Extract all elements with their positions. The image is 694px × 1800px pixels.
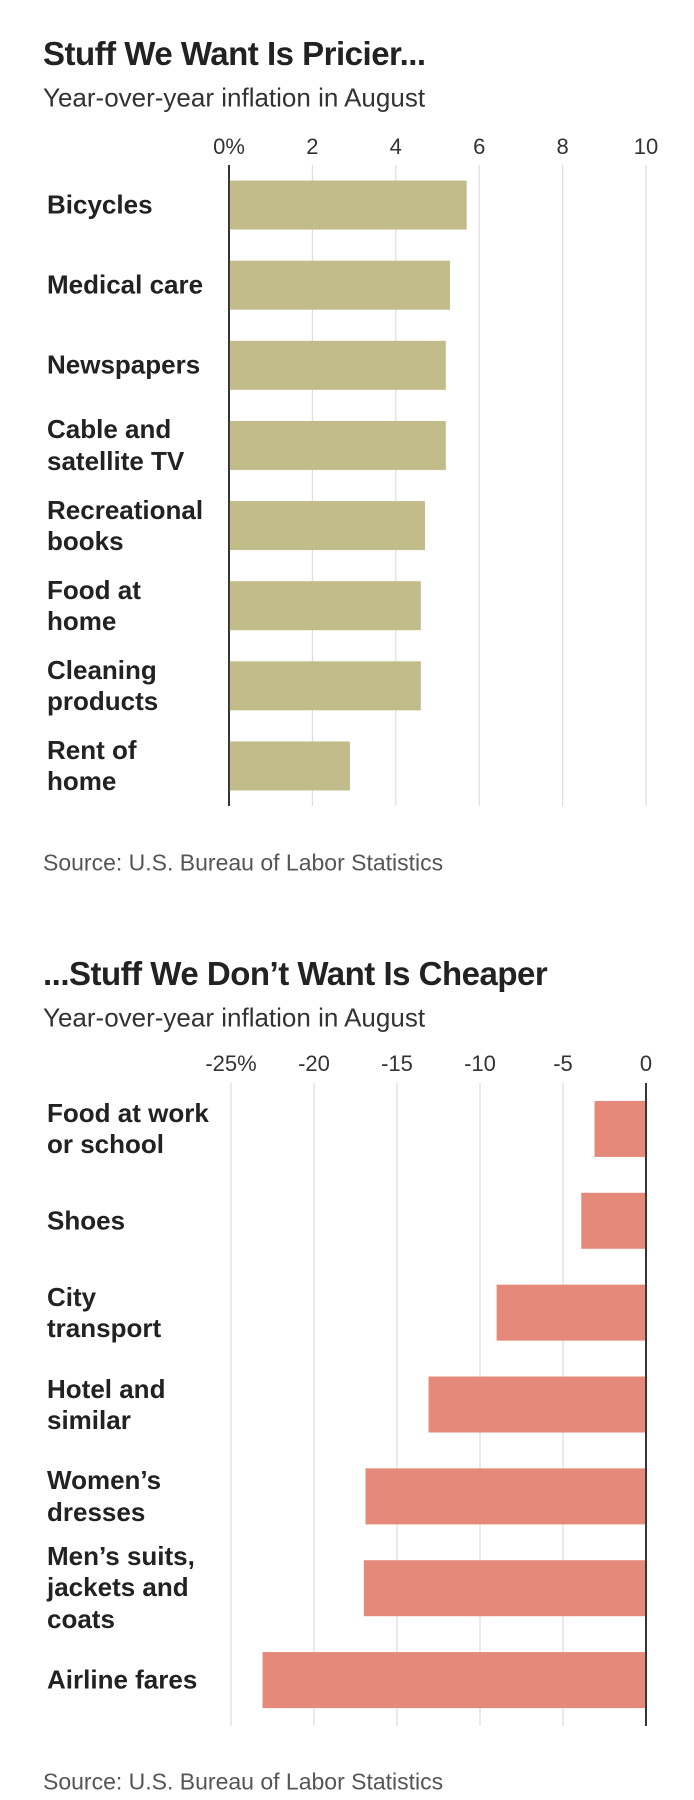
x-tick-label: -25% <box>205 1051 257 1076</box>
category-label: Cable and satellite TV <box>47 414 185 476</box>
x-tick-label: -10 <box>464 1051 496 1076</box>
bar <box>229 501 425 551</box>
bar <box>496 1284 646 1341</box>
category-label: Medical care <box>47 269 204 300</box>
chart-subtitle: Year-over-year inflation in August <box>43 1002 426 1033</box>
x-tick-label: -5 <box>553 1051 573 1076</box>
category-label: Cleaning products <box>47 654 159 716</box>
bar <box>229 180 467 230</box>
bar <box>229 661 421 711</box>
bar <box>229 420 446 470</box>
x-tick-label: 0% <box>213 134 245 159</box>
category-label: Shoes <box>47 1205 126 1236</box>
bar <box>594 1100 646 1157</box>
bar <box>229 581 421 631</box>
bar <box>262 1652 646 1709</box>
category-label: Food at home <box>47 574 141 636</box>
chart-subtitle: Year-over-year inflation in August <box>43 82 426 113</box>
x-tick-label: 10 <box>633 134 659 159</box>
x-tick-label: -15 <box>381 1051 413 1076</box>
category-label: Recreational books <box>47 494 204 556</box>
bar <box>428 1376 646 1433</box>
category-label: Airline fares <box>47 1664 198 1695</box>
category-label: Women’s dresses <box>47 1465 162 1527</box>
bar <box>229 260 451 310</box>
source-note: Source: U.S. Bureau of Labor Statistics <box>43 1768 444 1795</box>
x-tick-label: 8 <box>556 134 569 159</box>
category-label: Newspapers <box>47 349 201 380</box>
source-note: Source: U.S. Bureau of Labor Statistics <box>43 849 444 876</box>
category-label: Bicycles <box>47 189 153 220</box>
x-tick-label: 6 <box>473 134 486 159</box>
x-tick-label: 4 <box>389 134 402 159</box>
x-tick-label: 0 <box>639 1051 653 1076</box>
bar <box>365 1468 646 1525</box>
category-label: City transport <box>47 1281 162 1343</box>
category-label: Men’s suits, jackets and coats <box>47 1541 195 1634</box>
bar <box>229 741 350 791</box>
category-label: Food at work or school <box>47 1097 209 1159</box>
category-label: Hotel and similar <box>47 1373 166 1435</box>
bar <box>229 340 446 390</box>
x-tick-label: 2 <box>306 134 319 159</box>
category-label: Rent of home <box>47 734 137 796</box>
chart-title: Stuff We Want Is Pricier... <box>43 35 426 72</box>
bar <box>363 1560 646 1617</box>
x-tick-label: -20 <box>298 1051 330 1076</box>
bar <box>581 1192 646 1249</box>
chart-title: ...Stuff We Don’t Want Is Cheaper <box>43 955 548 992</box>
